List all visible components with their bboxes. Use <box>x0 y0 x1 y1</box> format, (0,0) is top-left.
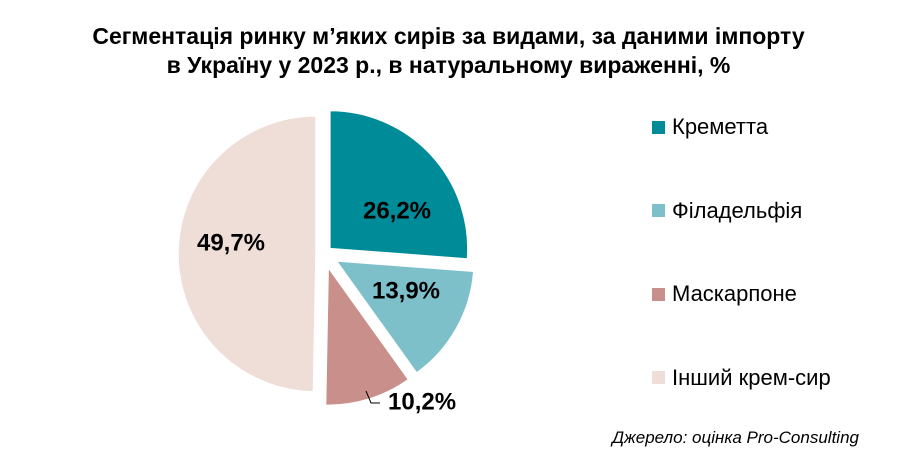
legend-swatch-3 <box>652 371 665 384</box>
legend-label-2: Маскарпоне <box>672 281 797 306</box>
legend: Креметта Філадельфія Маскарпоне Інший кр… <box>652 112 831 446</box>
leader-line <box>365 390 380 404</box>
data-label-3: 49,7% <box>197 229 265 256</box>
chart-title-line-2: в Україну у 2023 р., в натуральному вира… <box>166 52 731 78</box>
legend-label-0: Креметта <box>672 114 769 139</box>
legend-swatch-0 <box>652 120 665 134</box>
pie-slice-3 <box>177 115 317 393</box>
pie-slice-1 <box>334 259 475 375</box>
legend-label-1: Філадельфія <box>672 197 803 223</box>
legend-label-3: Інший крем-сир <box>672 364 831 390</box>
chart-title-line-1: Сегментація ринку м’яких сирів за видами… <box>92 23 805 49</box>
data-label-0: 26,2% <box>363 197 431 224</box>
legend-item-0: Креметта <box>652 112 831 142</box>
legend-item-2: Маскарпоне <box>652 279 831 309</box>
pie-slice-0 <box>329 109 469 260</box>
legend-swatch-1 <box>652 204 665 217</box>
legend-item-1: Філадельфія <box>652 196 831 226</box>
data-label-1: 13,9% <box>372 277 440 304</box>
legend-swatch-2 <box>652 287 665 301</box>
source-note: Джерело: оцінка Pro-Consulting <box>612 428 859 447</box>
chart-title: Сегментація ринку м’яких сирів за видами… <box>0 22 897 80</box>
legend-item-3: Інший крем-сир <box>652 363 831 393</box>
data-label-2: 10,2% <box>388 388 456 415</box>
